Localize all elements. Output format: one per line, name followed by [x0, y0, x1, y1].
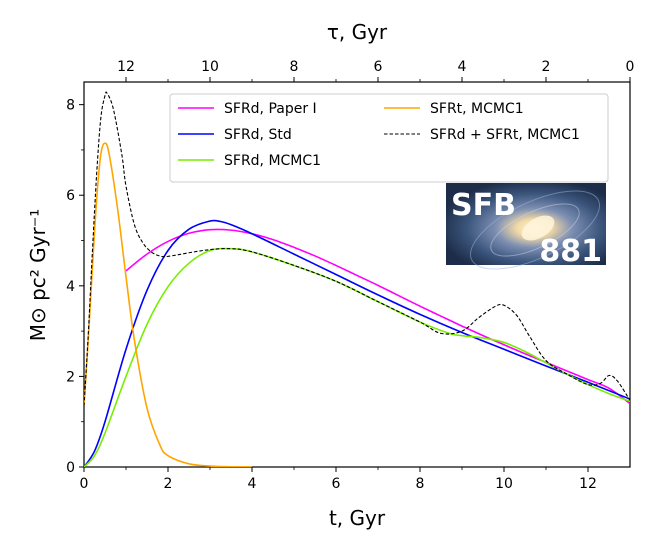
x-tick-label: 2 [164, 476, 173, 492]
plot-frame [83, 81, 631, 468]
series-line-sfrd-std [84, 219, 630, 467]
y-tick-label: 8 [66, 98, 75, 114]
top-tick-label: 0 [626, 59, 635, 75]
y-tick-label: 6 [66, 188, 75, 204]
top-tick-label: 6 [374, 59, 383, 75]
x-tick-label: 8 [416, 476, 425, 492]
y-axis-label: M⊙ pc² Gyr⁻¹ [26, 209, 50, 342]
x-tick-label: 10 [495, 476, 513, 492]
top-tick-label: 10 [201, 59, 219, 75]
legend-label: SFRd, Std [224, 127, 292, 143]
top-x-axis: 12 10 8 6 4 2 0 [117, 59, 634, 82]
series-line-sfrd-mcmc1 [84, 247, 630, 467]
x-tick-label: 12 [579, 476, 597, 492]
series-line-sfrt-mcmc1 [84, 142, 253, 467]
x-tick-label: 0 [80, 476, 89, 492]
badge-line1: SFB [451, 188, 516, 223]
y-axis: 0 2 4 6 8 [66, 98, 84, 476]
sfb-badge: SFB 881 [446, 183, 606, 270]
y-tick-label: 0 [66, 460, 75, 476]
top-tick-label: 12 [117, 59, 135, 75]
x-tick-label: 4 [248, 476, 257, 492]
badge-line2: 881 [539, 234, 602, 269]
x-axis-label: t, Gyr [329, 506, 386, 530]
legend-label: SFRd + SFRt, MCMC1 [430, 127, 580, 143]
top-tick-label: 2 [542, 59, 551, 75]
x-tick-label: 6 [332, 476, 341, 492]
bottom-x-axis: 0 2 4 6 8 10 12 [80, 467, 597, 492]
legend-label: SFRd, Paper I [224, 101, 317, 117]
legend: SFRd, Paper I SFRd, Std SFRd, MCMC1 SFRt, M… [169, 93, 609, 183]
series-lines [84, 91, 630, 467]
y-tick-label: 2 [66, 369, 75, 385]
legend-label: SFRt, MCMC1 [430, 101, 524, 117]
series-line-sfrd-sfrt-mcmc1 [84, 91, 630, 406]
top-tick-label: 4 [458, 59, 467, 75]
top-tick-label: 8 [290, 59, 299, 75]
y-tick-label: 4 [66, 279, 75, 295]
top-x-axis-label: τ, Gyr [327, 20, 388, 44]
legend-label: SFRd, MCMC1 [224, 153, 321, 169]
